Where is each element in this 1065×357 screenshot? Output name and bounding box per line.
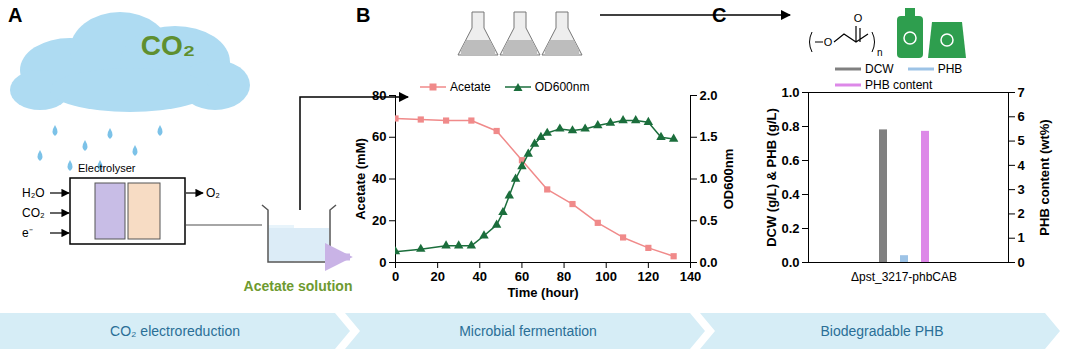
svg-text:0.5: 0.5 [700,213,718,228]
svg-text:40: 40 [372,171,386,186]
svg-text:80: 80 [372,88,386,103]
html-text:PHB: PHB [937,62,963,76]
svg-text:CO₂: CO₂ [141,30,195,61]
svg-text:A: A [8,4,22,26]
svg-text:5: 5 [1018,133,1025,148]
svg-text:Acetate (mM): Acetate (mM) [353,138,368,220]
svg-text:0: 0 [1018,255,1025,270]
svg-text:CO₂: CO₂ [22,206,45,220]
svg-text:Biodegradable PHB: Biodegradable PHB [821,323,944,339]
svg-text:2.0: 2.0 [700,88,718,103]
svg-text:Electrolyser: Electrolyser [78,162,136,174]
svg-text:1.0: 1.0 [700,171,718,186]
svg-text:100: 100 [595,269,617,284]
html-text:Acetate: Acetate [450,80,491,94]
svg-text:Time (hour): Time (hour) [507,285,578,300]
svg-text:120: 120 [638,269,660,284]
svg-text:B: B [356,4,370,26]
html-text:OD600nm: OD600nm [534,80,590,94]
svg-text:1.5: 1.5 [700,129,718,144]
svg-text:0.4: 0.4 [781,187,800,202]
svg-text:DCW (g/L) & PHB (g/L): DCW (g/L) & PHB (g/L) [764,108,779,247]
svg-text:0: 0 [392,269,399,284]
svg-text:4: 4 [1018,158,1026,173]
svg-text:40: 40 [473,269,487,284]
svg-text:1.0: 1.0 [781,85,799,100]
svg-text:0.0: 0.0 [700,255,718,270]
html-text:PHB content: PHB content [865,78,933,92]
svg-text:0.8: 0.8 [781,119,799,134]
svg-text:20: 20 [372,213,386,228]
svg-text:3: 3 [1018,182,1025,197]
svg-text:e⁻: e⁻ [22,226,33,240]
svg-text:60: 60 [515,269,529,284]
svg-text:PHB content (wt%): PHB content (wt%) [1037,119,1052,235]
svg-text:2: 2 [1018,206,1025,221]
svg-text:0.2: 0.2 [781,221,799,236]
svg-text:60: 60 [372,129,386,144]
html-text:DCW: DCW [865,62,894,76]
svg-text:O₂: O₂ [206,186,220,200]
svg-text:7: 7 [1018,85,1025,100]
svg-text:CO₂ electroreduction: CO₂ electroreduction [110,323,240,339]
svg-text:Microbial fermentation: Microbial fermentation [459,323,597,339]
svg-text:20: 20 [430,269,444,284]
svg-text:0.0: 0.0 [781,255,799,270]
svg-text:OD600nm: OD600nm [721,149,736,210]
svg-text:0.6: 0.6 [781,153,799,168]
svg-text:O: O [824,36,833,48]
svg-text:0: 0 [379,255,386,270]
html-text:Δpst_3217-phbCAB: Δpst_3217-phbCAB [851,270,957,284]
svg-text:C: C [712,4,727,26]
svg-text:H₂O: H₂O [22,186,45,200]
svg-text:6: 6 [1018,109,1025,124]
svg-text:O: O [854,12,863,24]
svg-text:n: n [877,47,883,58]
svg-text:1: 1 [1018,230,1025,245]
svg-text:140: 140 [680,269,702,284]
svg-text:80: 80 [557,269,571,284]
svg-text:Acetate solution: Acetate solution [244,278,353,294]
